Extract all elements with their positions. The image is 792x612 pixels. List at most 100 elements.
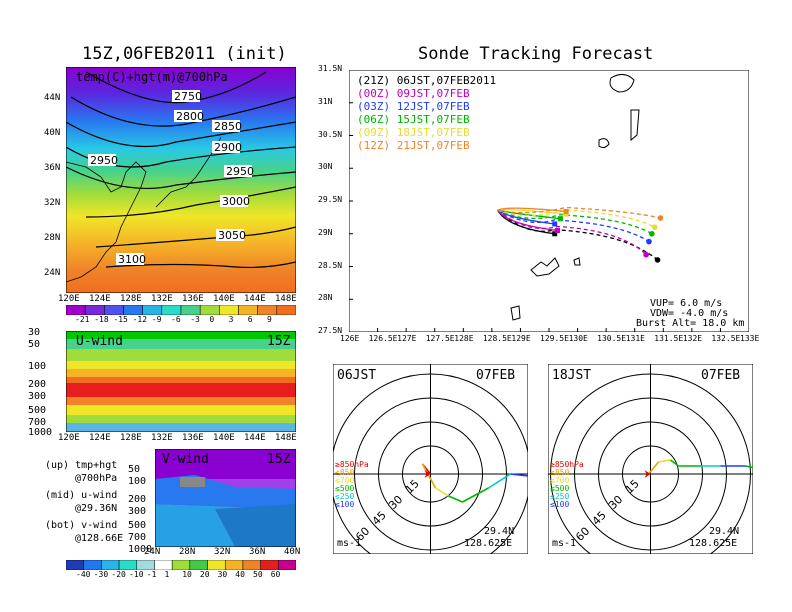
burst-marker	[552, 231, 558, 237]
track-y-tick: 27.5N	[318, 326, 343, 335]
hodograph-segment	[670, 459, 679, 467]
v-wind-time: 15Z	[267, 452, 291, 467]
track-x-tick: 127.5E	[425, 334, 455, 343]
track-y-tick: 28N	[318, 293, 333, 303]
track-x-tick: 130.5E	[597, 334, 627, 343]
hodo-lon: 128.625E	[464, 538, 513, 549]
contour-label: 3000	[222, 195, 250, 208]
legend-line: @29.36N	[75, 503, 118, 514]
contour-label: 3050	[218, 229, 246, 242]
lon-tick-label: 144E	[244, 294, 266, 304]
v-level-label: 100	[128, 476, 147, 487]
track-x-tick: 128E	[454, 334, 474, 343]
track-x-tick: 129.5E	[540, 334, 569, 343]
hodograph-segment	[435, 487, 449, 497]
contour-label: 2950	[90, 154, 118, 167]
u-level-label: 300	[28, 391, 47, 402]
contour-label: 2950	[226, 165, 254, 178]
hodograph-segment	[488, 473, 511, 489]
wind-colorbar-swatch	[118, 560, 138, 570]
track-x-tick: 128.5E	[482, 334, 512, 343]
temp-colorbar-swatch	[238, 305, 258, 315]
temp-colorbar-label: -6	[171, 315, 181, 324]
v-wind-panel	[155, 449, 296, 547]
hodograph-segment	[462, 487, 489, 503]
contour-label: 2900	[214, 141, 242, 154]
temp-colorbar-swatch	[219, 305, 239, 315]
wind-colorbar-label: 60	[270, 570, 281, 579]
wind-colorbar-label: -10	[129, 570, 144, 579]
v-lat-label: 36N	[249, 547, 266, 557]
landing-marker	[657, 215, 664, 221]
descent-track	[497, 209, 647, 256]
hodograph-segment	[745, 465, 753, 469]
wind-colorbar-swatch	[242, 560, 261, 570]
temp-colorbar-label: -15	[113, 315, 128, 324]
contour-label: 3100	[118, 253, 146, 266]
coastline-asia	[66, 161, 147, 283]
hodo-date: 07FEB	[701, 368, 741, 383]
track-y-tick: 30.5N	[318, 129, 343, 139]
lon-tick-label: 136E	[182, 294, 204, 304]
hodo-level-label: ≤700	[550, 476, 570, 485]
hodo-level-label: ≤500	[550, 484, 570, 493]
u-lon-label: 132E	[151, 433, 173, 443]
v-lat-label: 40N	[284, 547, 301, 557]
temp-colorbar-swatch	[180, 305, 201, 315]
hodo-level-label: ≥850hPa	[550, 460, 584, 469]
burst-marker	[552, 221, 558, 227]
temp-colorbar-swatch	[104, 305, 124, 315]
u-wind-label: U-wind	[76, 334, 123, 349]
burst-marker	[563, 208, 569, 214]
lon-tick-label: 148E	[275, 294, 297, 304]
map-label: temp(C)+hgt(m)@700hPa	[76, 70, 228, 84]
hodograph-segment	[448, 495, 463, 503]
hodo-level-label: ≤100	[550, 500, 570, 509]
wind-colorbar-label: -30	[93, 570, 109, 579]
lat-tick-label: 24N	[44, 268, 61, 278]
temp-colorbar-label: 9	[267, 315, 272, 324]
lon-tick-label: 128E	[120, 294, 142, 304]
temp-colorbar-label: 3	[228, 315, 234, 324]
hodo-lat: 29.4N	[484, 526, 515, 537]
track-x-tick: 132E	[682, 334, 703, 343]
temp-colorbar-swatch	[84, 305, 105, 315]
wind-colorbar-swatch	[154, 560, 173, 570]
island-kuchinoerabu	[598, 138, 610, 149]
track-chart	[349, 70, 749, 332]
hodo-lat: 29.4N	[709, 526, 740, 537]
descent-track	[497, 209, 653, 235]
hodo-level-label: ≤100	[335, 500, 355, 509]
wind-colorbar-label: 50	[253, 570, 263, 579]
hodo-level-label: ≤250	[550, 492, 570, 501]
arrow-icon	[424, 470, 431, 478]
legend-line: (bot) v-wind	[45, 520, 118, 531]
hodo-time: 18JST	[552, 368, 592, 383]
v-level-label: 500	[128, 520, 147, 531]
wind-colorbar-swatch	[66, 560, 84, 570]
lon-tick-label: 132E	[151, 294, 173, 304]
island-kikai	[573, 257, 581, 266]
landing-marker	[643, 251, 649, 258]
wind-colorbar-label: -40	[76, 570, 91, 579]
island-tokuno	[510, 305, 521, 321]
temp-colorbar-swatch	[276, 305, 296, 315]
hodo-level-label: ≤500	[335, 484, 355, 493]
wind-colorbar-swatch	[224, 560, 244, 570]
contour-2950	[66, 166, 296, 190]
landing-marker	[646, 238, 652, 245]
contour-label: 2850	[214, 120, 242, 133]
track-x-tick: 130E	[568, 334, 588, 343]
u-level-label: 50	[28, 339, 41, 350]
wind-colorbar-swatch	[83, 560, 102, 570]
hodo-unit: ms-1	[337, 538, 362, 549]
arrow-icon	[644, 470, 651, 478]
lon-tick-label: 124E	[89, 294, 111, 304]
contour-label: 2750	[174, 90, 202, 103]
temp-colorbar-label: -12	[132, 315, 148, 324]
v-level-label: 200	[128, 494, 147, 505]
wind-colorbar-swatch	[101, 560, 120, 570]
track-x-tick: 129E	[511, 334, 531, 343]
legend-line: @700hPa	[75, 473, 118, 484]
